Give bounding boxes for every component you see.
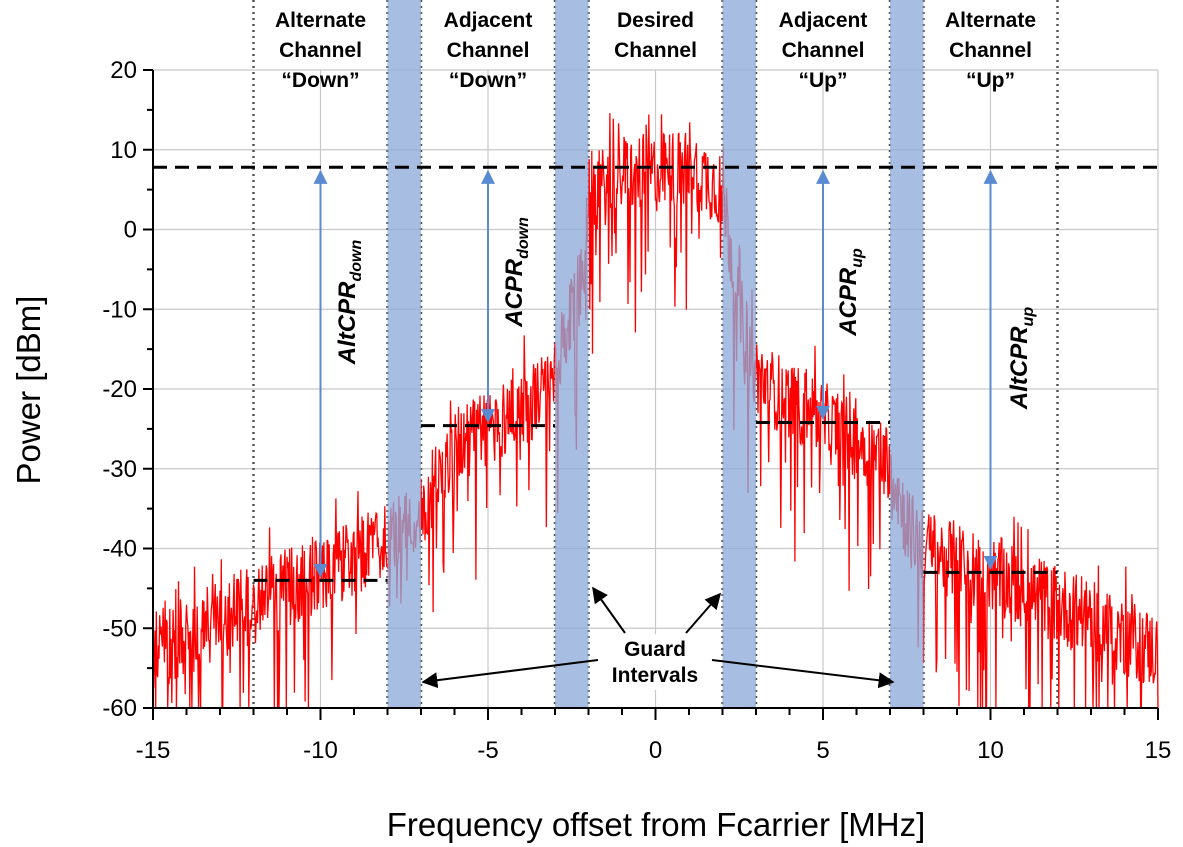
y-tick-label: -60 bbox=[102, 695, 137, 722]
y-tick-label: -10 bbox=[102, 296, 137, 323]
y-tick-label: 0 bbox=[124, 217, 137, 244]
guard-intervals bbox=[387, 0, 924, 708]
reference-levels bbox=[153, 165, 1158, 582]
region-label-line: Alternate bbox=[945, 9, 1036, 32]
altcpr-up-label: AltCPRup bbox=[1006, 307, 1037, 410]
guard-pointer-arrow bbox=[421, 659, 599, 689]
region-label-line: Channel bbox=[949, 39, 1032, 62]
x-tick-label: 15 bbox=[1145, 737, 1172, 764]
y-tick-label: -40 bbox=[102, 536, 137, 563]
region-label-line: Channel bbox=[614, 39, 697, 62]
guard-pointer-arrow bbox=[592, 586, 626, 634]
x-tick-label: 5 bbox=[816, 737, 829, 764]
region-label-line: Alternate bbox=[275, 9, 366, 32]
region-label-line: “Down” bbox=[449, 69, 527, 92]
region-labels: Alternate Channel “Down” Adjacent Channel “Do… bbox=[275, 9, 1036, 92]
y-axis-title: Power [dBm] bbox=[10, 296, 47, 485]
x-tick-label: -5 bbox=[477, 737, 498, 764]
guard-pointer-arrow bbox=[711, 659, 895, 689]
region-label-line: Channel bbox=[447, 39, 530, 62]
region-label-line: “Up” bbox=[799, 69, 848, 92]
region-label-line: Adjacent bbox=[444, 9, 533, 32]
guard-interval-band bbox=[890, 0, 924, 708]
guard-pointer-arrow bbox=[685, 592, 722, 634]
region-label-line: “Down” bbox=[281, 69, 359, 92]
ratio-arrows bbox=[313, 169, 998, 578]
y-tick-label: -20 bbox=[102, 376, 137, 403]
x-axis-title: Frequency offset from Fcarrier [MHz] bbox=[387, 806, 926, 843]
x-tick-label: -15 bbox=[136, 737, 171, 764]
guard-label-line-2: Intervals bbox=[612, 664, 698, 687]
guard-interval-band bbox=[387, 0, 421, 708]
y-tick-label: 20 bbox=[110, 57, 137, 84]
guard-interval-band bbox=[722, 0, 756, 708]
altcpr-down-label: AltCPRdown bbox=[334, 240, 365, 366]
axes bbox=[143, 69, 1159, 720]
region-label-line: “Up” bbox=[966, 69, 1015, 92]
region-label-line: Channel bbox=[782, 39, 865, 62]
guard-interval-band bbox=[555, 0, 589, 708]
region-label-line: Adjacent bbox=[779, 9, 868, 32]
y-tick-label: -30 bbox=[102, 456, 137, 483]
region-label-line: Channel bbox=[279, 39, 362, 62]
acpr-down-label: ACPRdown bbox=[501, 217, 532, 328]
y-tick-label: 10 bbox=[110, 137, 137, 164]
guard-label-background bbox=[598, 634, 710, 690]
region-label-line: Desired bbox=[617, 9, 694, 32]
x-tick-label: 0 bbox=[649, 737, 662, 764]
guard-label-line-1: Guard bbox=[624, 638, 686, 661]
guard-intervals-callout: Guard Intervals bbox=[421, 586, 895, 690]
x-tick-label: 10 bbox=[977, 737, 1004, 764]
x-tick-label: -10 bbox=[303, 737, 338, 764]
y-tick-label: -50 bbox=[102, 615, 137, 642]
acpr-up-label: ACPRup bbox=[835, 248, 866, 337]
